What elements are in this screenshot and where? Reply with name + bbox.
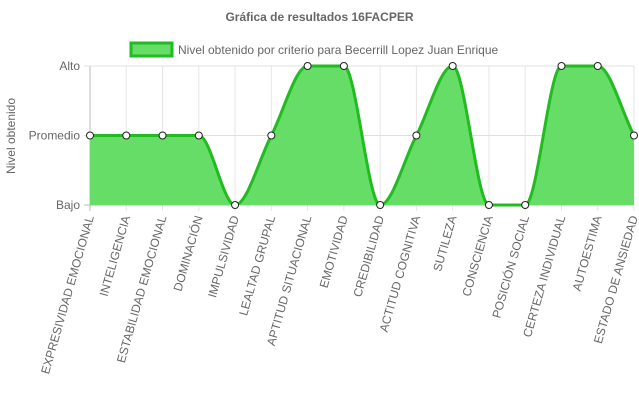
data-point[interactable] — [412, 131, 421, 140]
data-point[interactable] — [339, 62, 348, 70]
data-point[interactable] — [593, 62, 602, 70]
data-point[interactable] — [448, 62, 457, 70]
data-points[interactable] — [86, 62, 638, 209]
x-tick-label: CREDIBILIDAD — [350, 214, 387, 299]
x-tick-label: LEALTAD GRUPAL — [236, 214, 278, 318]
data-point[interactable] — [557, 62, 566, 70]
y-tick-label: Bajo — [56, 198, 80, 212]
data-point[interactable] — [630, 131, 638, 140]
x-tick-label: IMPULSIVIDAD — [205, 214, 242, 300]
x-tick-label: AUTOESTIMA — [570, 214, 605, 293]
x-tick-label: CONSCIENCIA — [459, 214, 495, 298]
series-area — [89, 64, 636, 207]
legend-swatch[interactable] — [129, 41, 174, 58]
legend[interactable]: Nivel obtenido por criterio para Becerri… — [129, 41, 499, 58]
legend-label[interactable]: Nivel obtenido por criterio para Becerri… — [178, 43, 499, 57]
data-point[interactable] — [158, 131, 167, 140]
data-point[interactable] — [267, 131, 276, 140]
y-axis-label: Nivel obtenido — [4, 98, 18, 174]
x-tick-label: DOMINACIÓN — [170, 214, 206, 293]
x-tick-label: POSICIÓN SOCIAL — [488, 213, 532, 319]
y-tick-labels: Bajo Promedio Alto — [29, 59, 81, 212]
data-point[interactable] — [86, 131, 94, 140]
data-point[interactable] — [521, 201, 530, 209]
y-tick-label: Promedio — [29, 129, 81, 143]
x-tick-label: EXPRESIVIDAD EMOCIONAL — [38, 214, 97, 376]
y-tick-label: Alto — [59, 59, 80, 73]
x-tick-label: SUTILEZA — [430, 214, 459, 273]
data-point[interactable] — [231, 201, 240, 209]
x-tick-label: ACTITUD COGNITIVA — [377, 214, 424, 334]
data-point[interactable] — [194, 131, 203, 140]
data-point[interactable] — [376, 201, 385, 209]
x-tick-label: INTELIGENCIA — [97, 214, 133, 298]
x-tick-labels: EXPRESIVIDAD EMOCIONAL INTELIGENCIAESTABI… — [38, 213, 639, 375]
data-point[interactable] — [122, 131, 131, 140]
chart-title: Gráfica de resultados 16FACPER — [225, 10, 413, 24]
data-point[interactable] — [484, 201, 493, 209]
data-point[interactable] — [303, 62, 312, 70]
x-tick-label: EMOTIVIDAD — [317, 214, 351, 290]
